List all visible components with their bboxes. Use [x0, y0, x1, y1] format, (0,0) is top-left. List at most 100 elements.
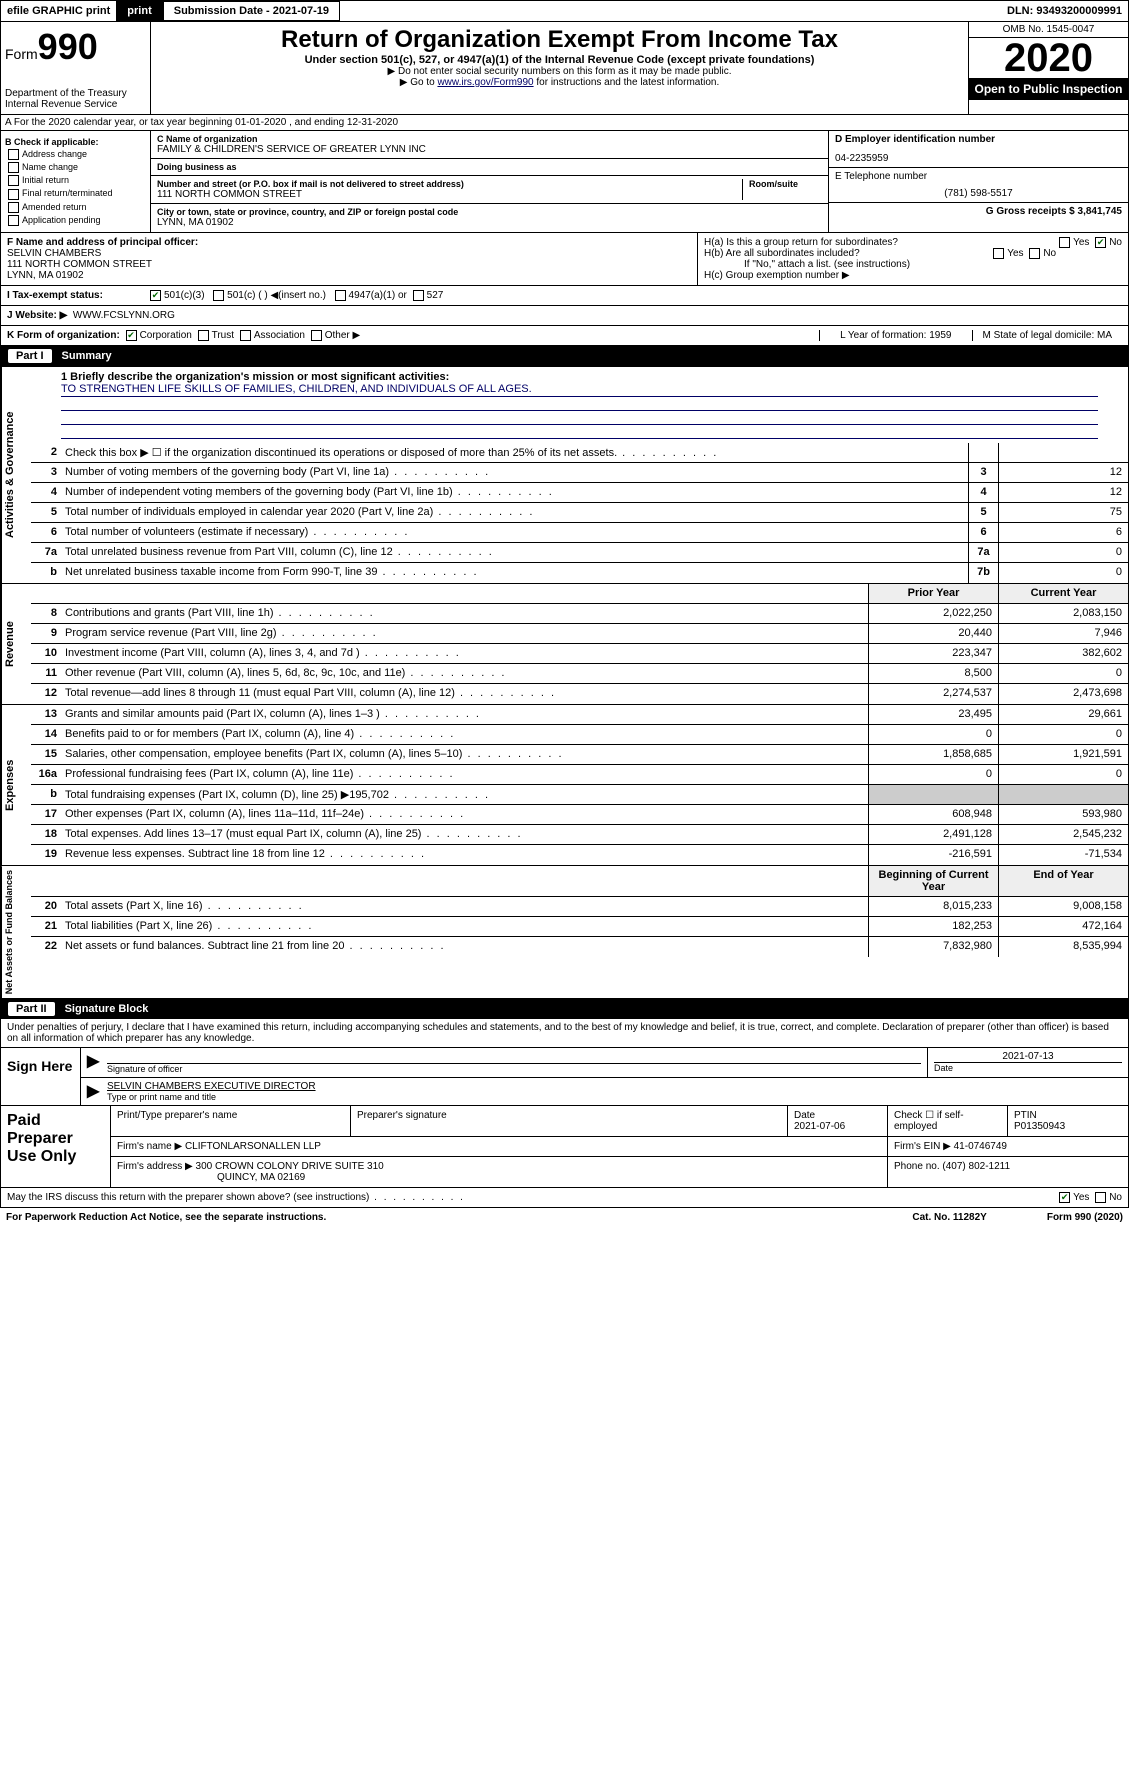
col-b: B Check if applicable: Address change Na… — [1, 131, 151, 232]
cb-initial[interactable] — [8, 175, 19, 186]
mission-line2 — [61, 397, 1098, 411]
row-current: 2,545,232 — [998, 825, 1128, 844]
cb-namechg[interactable] — [8, 162, 19, 173]
row-desc: Revenue less expenses. Subtract line 18 … — [61, 845, 868, 865]
row-num: 13 — [31, 705, 61, 724]
row-desc: Total number of volunteers (estimate if … — [61, 523, 968, 542]
row-num: 6 — [31, 523, 61, 542]
row-prior: 2,274,537 — [868, 684, 998, 704]
k-lbl: K Form of organization: — [7, 330, 120, 341]
f-name: SELVIN CHAMBERS — [7, 248, 691, 259]
topbar: efile GRAPHIC print print Submission Dat… — [0, 0, 1129, 22]
pra: For Paperwork Reduction Act Notice, see … — [6, 1212, 326, 1223]
opt-501c: 501(c) ( ) ◀(insert no.) — [227, 290, 326, 301]
cb-discuss-no[interactable] — [1095, 1192, 1106, 1203]
row-prior: 2,022,250 — [868, 604, 998, 623]
vlabel-rev: Revenue — [1, 584, 31, 704]
city-lbl: City or town, state or province, country… — [157, 207, 822, 217]
row-current: 593,980 — [998, 805, 1128, 824]
row-num: 5 — [31, 503, 61, 522]
sig-name-lbl: Type or print name and title — [107, 1092, 1122, 1102]
row-current — [998, 785, 1128, 804]
row-num: 15 — [31, 745, 61, 764]
row-num: 18 — [31, 825, 61, 844]
fein-lbl: Firm's EIN ▶ — [894, 1141, 951, 1152]
cb-501c[interactable] — [213, 290, 224, 301]
col-f: F Name and address of principal officer:… — [1, 233, 698, 285]
pdate-lbl: Date — [794, 1110, 881, 1121]
cb-ha-no[interactable] — [1095, 237, 1106, 248]
j-lbl: J Website: ▶ — [7, 310, 67, 321]
firm: CLIFTONLARSONALLEN LLP — [185, 1141, 321, 1152]
cb-hb-yes[interactable] — [993, 248, 1004, 259]
row-prior: 0 — [868, 765, 998, 784]
row-k: K Form of organization: Corporation Trus… — [0, 326, 1129, 346]
opt-other: Other ▶ — [325, 330, 360, 341]
row-current: 7,946 — [998, 624, 1128, 643]
mission-lbl: 1 Briefly describe the organization's mi… — [61, 371, 1098, 383]
link-irs[interactable]: www.irs.gov/Form990 — [437, 77, 533, 88]
row-desc: Total assets (Part X, line 16) — [61, 897, 868, 916]
mission-line4 — [61, 425, 1098, 439]
cb-app[interactable] — [8, 215, 19, 226]
part2-no: Part II — [8, 1002, 55, 1016]
cb-final[interactable] — [8, 189, 19, 200]
mission-line3 — [61, 411, 1098, 425]
row-num: b — [31, 785, 61, 804]
row-desc: Number of independent voting members of … — [61, 483, 968, 502]
row-num: 3 — [31, 463, 61, 482]
row-desc: Total fundraising expenses (Part IX, col… — [61, 785, 868, 804]
dept: Department of the Treasury — [5, 88, 146, 99]
row-prior: 1,858,685 — [868, 745, 998, 764]
tel: (781) 598-5517 — [835, 188, 1122, 199]
faddr-lbl: Firm's address ▶ — [117, 1161, 193, 1172]
cb-amended[interactable] — [8, 202, 19, 213]
sig-date: 2021-07-13 — [934, 1051, 1122, 1062]
row-prior: 182,253 — [868, 917, 998, 936]
row-num: 11 — [31, 664, 61, 683]
row-desc: Other revenue (Part VIII, column (A), li… — [61, 664, 868, 683]
paid-block: Paid Preparer Use Only Print/Type prepar… — [0, 1106, 1129, 1188]
row-current: 2,473,698 — [998, 684, 1128, 704]
form-title: Return of Organization Exempt From Incom… — [155, 26, 964, 54]
cb-other[interactable] — [311, 330, 322, 341]
row-cellno: 7a — [968, 543, 998, 562]
website: WWW.FCSLYNN.ORG — [73, 310, 175, 321]
fein: 41-0746749 — [954, 1141, 1007, 1152]
fphone: (407) 802-1211 — [942, 1161, 1010, 1172]
cb-hb-no[interactable] — [1029, 248, 1040, 259]
org-name: FAMILY & CHILDREN'S SERVICE OF GREATER L… — [157, 144, 822, 155]
print-button[interactable]: print — [116, 1, 162, 21]
cb-527[interactable] — [413, 290, 424, 301]
row-num: 19 — [31, 845, 61, 865]
part1-header: Part I Summary — [0, 346, 1129, 366]
opt-527: 527 — [427, 290, 444, 301]
hdr-prior: Prior Year — [868, 584, 998, 603]
row-num: 4 — [31, 483, 61, 502]
cb-4947[interactable] — [335, 290, 346, 301]
row-val: 12 — [998, 463, 1128, 482]
col-d: D Employer identification number04-22359… — [828, 131, 1128, 232]
row-desc: Program service revenue (Part VIII, line… — [61, 624, 868, 643]
row-j: J Website: ▶ WWW.FCSLYNN.ORG — [0, 306, 1129, 326]
room-lbl: Room/suite — [742, 179, 822, 200]
lbl-namechg: Name change — [22, 162, 78, 172]
row-num: 2 — [31, 443, 61, 462]
row-prior: 20,440 — [868, 624, 998, 643]
row-cellno: 4 — [968, 483, 998, 502]
cb-ha-yes[interactable] — [1059, 237, 1070, 248]
discuss: May the IRS discuss this return with the… — [7, 1192, 465, 1203]
row-desc: Total liabilities (Part X, line 26) — [61, 917, 868, 936]
row-cellno — [968, 443, 998, 462]
row-val: 12 — [998, 483, 1128, 502]
cb-discuss-yes[interactable] — [1059, 1192, 1070, 1203]
cb-corp[interactable] — [126, 330, 137, 341]
tax-year: 2020 — [969, 38, 1128, 78]
row-current: 0 — [998, 725, 1128, 744]
cb-address[interactable] — [8, 149, 19, 160]
cb-trust[interactable] — [198, 330, 209, 341]
cb-assoc[interactable] — [240, 330, 251, 341]
cb-501c3[interactable] — [150, 290, 161, 301]
arrow-icon: ▶ — [87, 1053, 99, 1070]
row-current: 382,602 — [998, 644, 1128, 663]
